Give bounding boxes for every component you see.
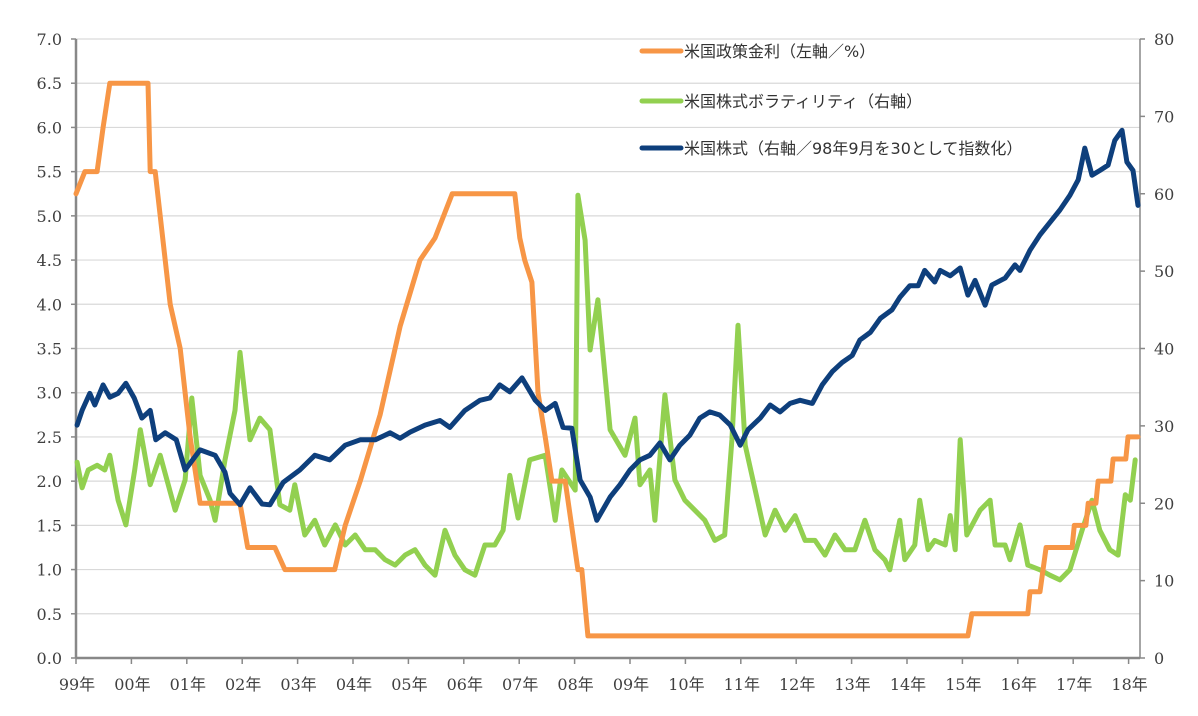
- right-axis-tick-label: 80: [1154, 30, 1174, 49]
- right-axis-tick-label: 70: [1154, 107, 1174, 126]
- x-axis-tick-label: 06年: [447, 675, 483, 694]
- policy-rate-line: [73, 80, 1141, 639]
- right-axis-tick-label: 20: [1154, 494, 1174, 513]
- axes: [71, 38, 1145, 664]
- left-axis-tick-label: 2.5: [37, 428, 62, 447]
- right-axis-tick-label: 40: [1154, 340, 1174, 359]
- x-axis-tick-label: 18年: [1111, 675, 1147, 694]
- left-axis-tick-label: 1.5: [37, 516, 62, 535]
- right-axis-tick-label: 50: [1154, 262, 1174, 281]
- right-axis-tick-label: 10: [1154, 572, 1174, 591]
- left-axis-tick-label: 3.0: [37, 384, 62, 403]
- x-axis-tick-label: 13年: [834, 675, 870, 694]
- right-axis-tick-label: 30: [1154, 417, 1174, 436]
- right-axis-tick-label: 60: [1154, 185, 1174, 204]
- x-axis-tick-label: 07年: [502, 675, 538, 694]
- x-axis-tick-label: 14年: [890, 675, 926, 694]
- x-axis-tick-label: 11年: [724, 675, 760, 694]
- gridlines: [76, 38, 1140, 615]
- right-axis-tick-label: 0: [1154, 649, 1164, 668]
- legend-item-policy-rate: 米国政策金利（左軸／%）: [639, 42, 875, 61]
- left-axis-tick-label: 6.5: [37, 74, 62, 93]
- left-axis-tick-label: 1.0: [37, 561, 62, 580]
- left-axis-tick-label: 0.5: [37, 605, 62, 624]
- x-axis-tick-label: 99年: [59, 675, 95, 694]
- left-axis-tick-label: 6.0: [37, 118, 62, 137]
- x-axis-tick-label: 08年: [557, 675, 593, 694]
- x-axis-tick-label: 10年: [668, 675, 704, 694]
- stock-index-line: [74, 127, 1141, 523]
- x-axis-tick-label: 04年: [336, 675, 372, 694]
- left-axis-tick-label: 3.5: [37, 340, 62, 359]
- legend-item-stocks: 米国株式（右軸／98年9月を30として指数化）: [639, 139, 1022, 158]
- legend-label-stocks: 米国株式（右軸／98年9月を30として指数化）: [684, 139, 1022, 158]
- left-axis-tick-label: 4.0: [37, 295, 62, 314]
- x-axis-tick-label: 12年: [779, 675, 815, 694]
- left-axis-tick-label: 0.0: [37, 649, 62, 668]
- x-axis-tick-label: 05年: [391, 675, 427, 694]
- volatility-line: [74, 192, 1138, 583]
- legend-item-volatility: 米国株式ボラティリティ（右軸）: [639, 92, 922, 111]
- x-axis-tick-label: 16年: [1001, 675, 1037, 694]
- x-axis-tick-label: 09年: [613, 675, 649, 694]
- legend: 米国政策金利（左軸／%） 米国株式ボラティリティ（右軸） 米国株式（右軸／98年…: [639, 42, 1022, 158]
- left-axis-tick-label: 5.5: [37, 163, 62, 182]
- left-axis-tick-label: 4.5: [37, 251, 62, 270]
- x-axis-tick-label: 01年: [170, 675, 206, 694]
- series-lines: [73, 80, 1141, 639]
- legend-label-policy-rate: 米国政策金利（左軸／%）: [684, 42, 875, 61]
- x-axis-tick-label: 15年: [945, 675, 981, 694]
- tick-labels: 0.0 0.5 1.0 1.5 2.0 2.5 3.0 3.5 4.0 4.5 5.0 5.5 6.0 6…: [37, 30, 1175, 694]
- left-axis-tick-label: 7.0: [37, 30, 62, 49]
- left-axis-tick-label: 5.0: [37, 207, 62, 226]
- legend-label-volatility: 米国株式ボラティリティ（右軸）: [684, 92, 922, 111]
- left-axis-tick-label: 2.0: [37, 472, 62, 491]
- x-axis-tick-label: 03年: [280, 675, 316, 694]
- x-axis-tick-label: 00年: [114, 675, 150, 694]
- x-axis-tick-label: 02年: [225, 675, 261, 694]
- x-axis-tick-label: 17年: [1056, 675, 1092, 694]
